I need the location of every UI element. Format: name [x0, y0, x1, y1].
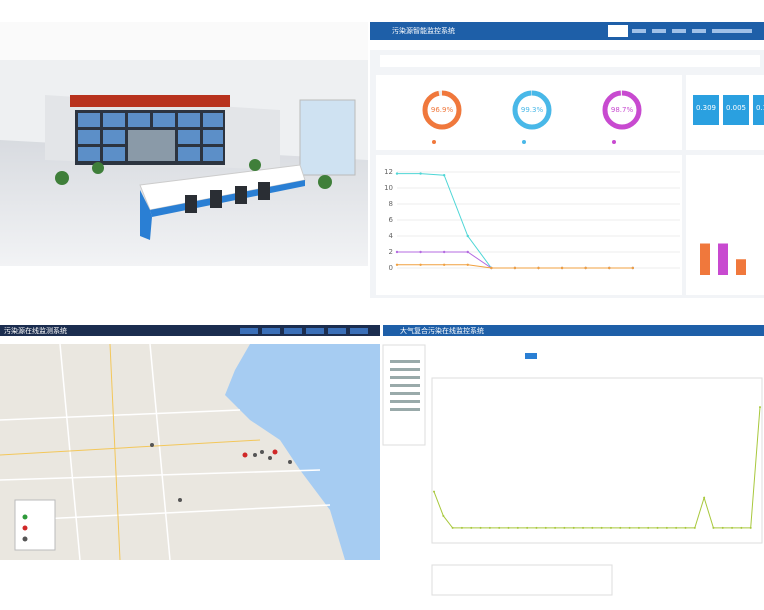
line-point [572, 526, 575, 529]
line-point [395, 263, 399, 266]
line-point [419, 263, 422, 266]
line-point [560, 266, 564, 270]
line-point [419, 172, 422, 175]
y-tick-label: 6 [389, 216, 394, 224]
line-point [442, 250, 446, 254]
line-point [647, 526, 650, 529]
line-point [684, 526, 687, 529]
map-title: 污染源在线监测系统 [4, 326, 67, 335]
line-point [675, 526, 678, 529]
line-point [526, 526, 529, 529]
line-point [584, 266, 587, 270]
legend-dot [432, 140, 436, 144]
line-point [513, 266, 517, 270]
map-screenshot: 污染源在线监测系统 [0, 325, 380, 561]
line-point [740, 526, 743, 529]
line-point [582, 526, 585, 529]
line-point [466, 250, 469, 254]
stat-card [723, 95, 749, 125]
line-point [516, 526, 519, 529]
stat-value: 0.104 [756, 104, 764, 112]
legend-dot [522, 140, 526, 144]
stat-card [693, 95, 719, 125]
line-point [460, 526, 463, 529]
line-point [554, 526, 557, 529]
gauge-label: 98.7% [611, 106, 634, 114]
line-point [591, 526, 594, 529]
gauge-arc [422, 90, 462, 130]
y-tick-label: 2 [389, 248, 393, 256]
line-point [433, 490, 435, 493]
line-point [498, 526, 501, 529]
line-point [451, 526, 454, 529]
gauge-label: 99.3% [521, 106, 544, 114]
line-point [395, 250, 399, 254]
line-point [600, 526, 603, 529]
line-point [470, 526, 473, 529]
dashboard-screenshot: 污染源智能监控系统 96.9% 99.3% 98.7% 0.309 0.005 0.104… [370, 22, 764, 298]
line-point [442, 174, 446, 177]
line-point [466, 263, 469, 266]
y-tick-label: 12 [384, 168, 393, 176]
line-point [619, 526, 622, 529]
line-point [563, 526, 566, 529]
line-point [507, 526, 510, 529]
line-point [490, 266, 493, 270]
line-point [609, 526, 612, 529]
y-tick-label: 10 [384, 184, 393, 192]
line-point [703, 496, 706, 499]
line-point [656, 526, 659, 529]
line-point [442, 514, 445, 517]
stat-value: 0.005 [726, 104, 746, 112]
monitor-title: 大气复合污染在线监控系统 [400, 326, 484, 335]
gauge-arc [512, 90, 552, 130]
line-point [628, 526, 631, 529]
line-point [665, 526, 668, 529]
line-point [637, 526, 640, 529]
y-tick-label: 8 [389, 200, 393, 208]
bar [700, 243, 710, 275]
line-point [749, 526, 752, 529]
line-series [433, 407, 761, 529]
line-point [759, 406, 761, 409]
bar [718, 243, 728, 275]
line-point [544, 526, 547, 529]
line-point [479, 526, 482, 529]
y-tick-label: 0 [389, 264, 393, 272]
control-room-render [0, 22, 368, 266]
legend-dot [612, 140, 616, 144]
y-tick-label: 4 [389, 232, 394, 240]
line-point [537, 266, 540, 270]
line-point [693, 526, 696, 529]
gauge-label: 96.9% [431, 106, 454, 114]
line-point [535, 526, 538, 529]
line-point [419, 250, 422, 254]
line-point [395, 172, 399, 175]
line-point [631, 266, 635, 270]
line-point [731, 526, 734, 529]
dashboard-title: 污染源智能监控系统 [392, 26, 455, 35]
line-point [466, 234, 469, 238]
gauge-arc [602, 90, 642, 130]
line-point [721, 526, 724, 529]
bar [736, 259, 746, 275]
line-point [608, 266, 611, 270]
line-point [488, 526, 491, 529]
monitor-screenshot: 大气复合污染在线监控系统 [382, 325, 764, 600]
stat-card [753, 95, 764, 125]
line-point [442, 263, 446, 266]
stat-value: 0.309 [696, 104, 716, 112]
line-point [712, 526, 715, 529]
